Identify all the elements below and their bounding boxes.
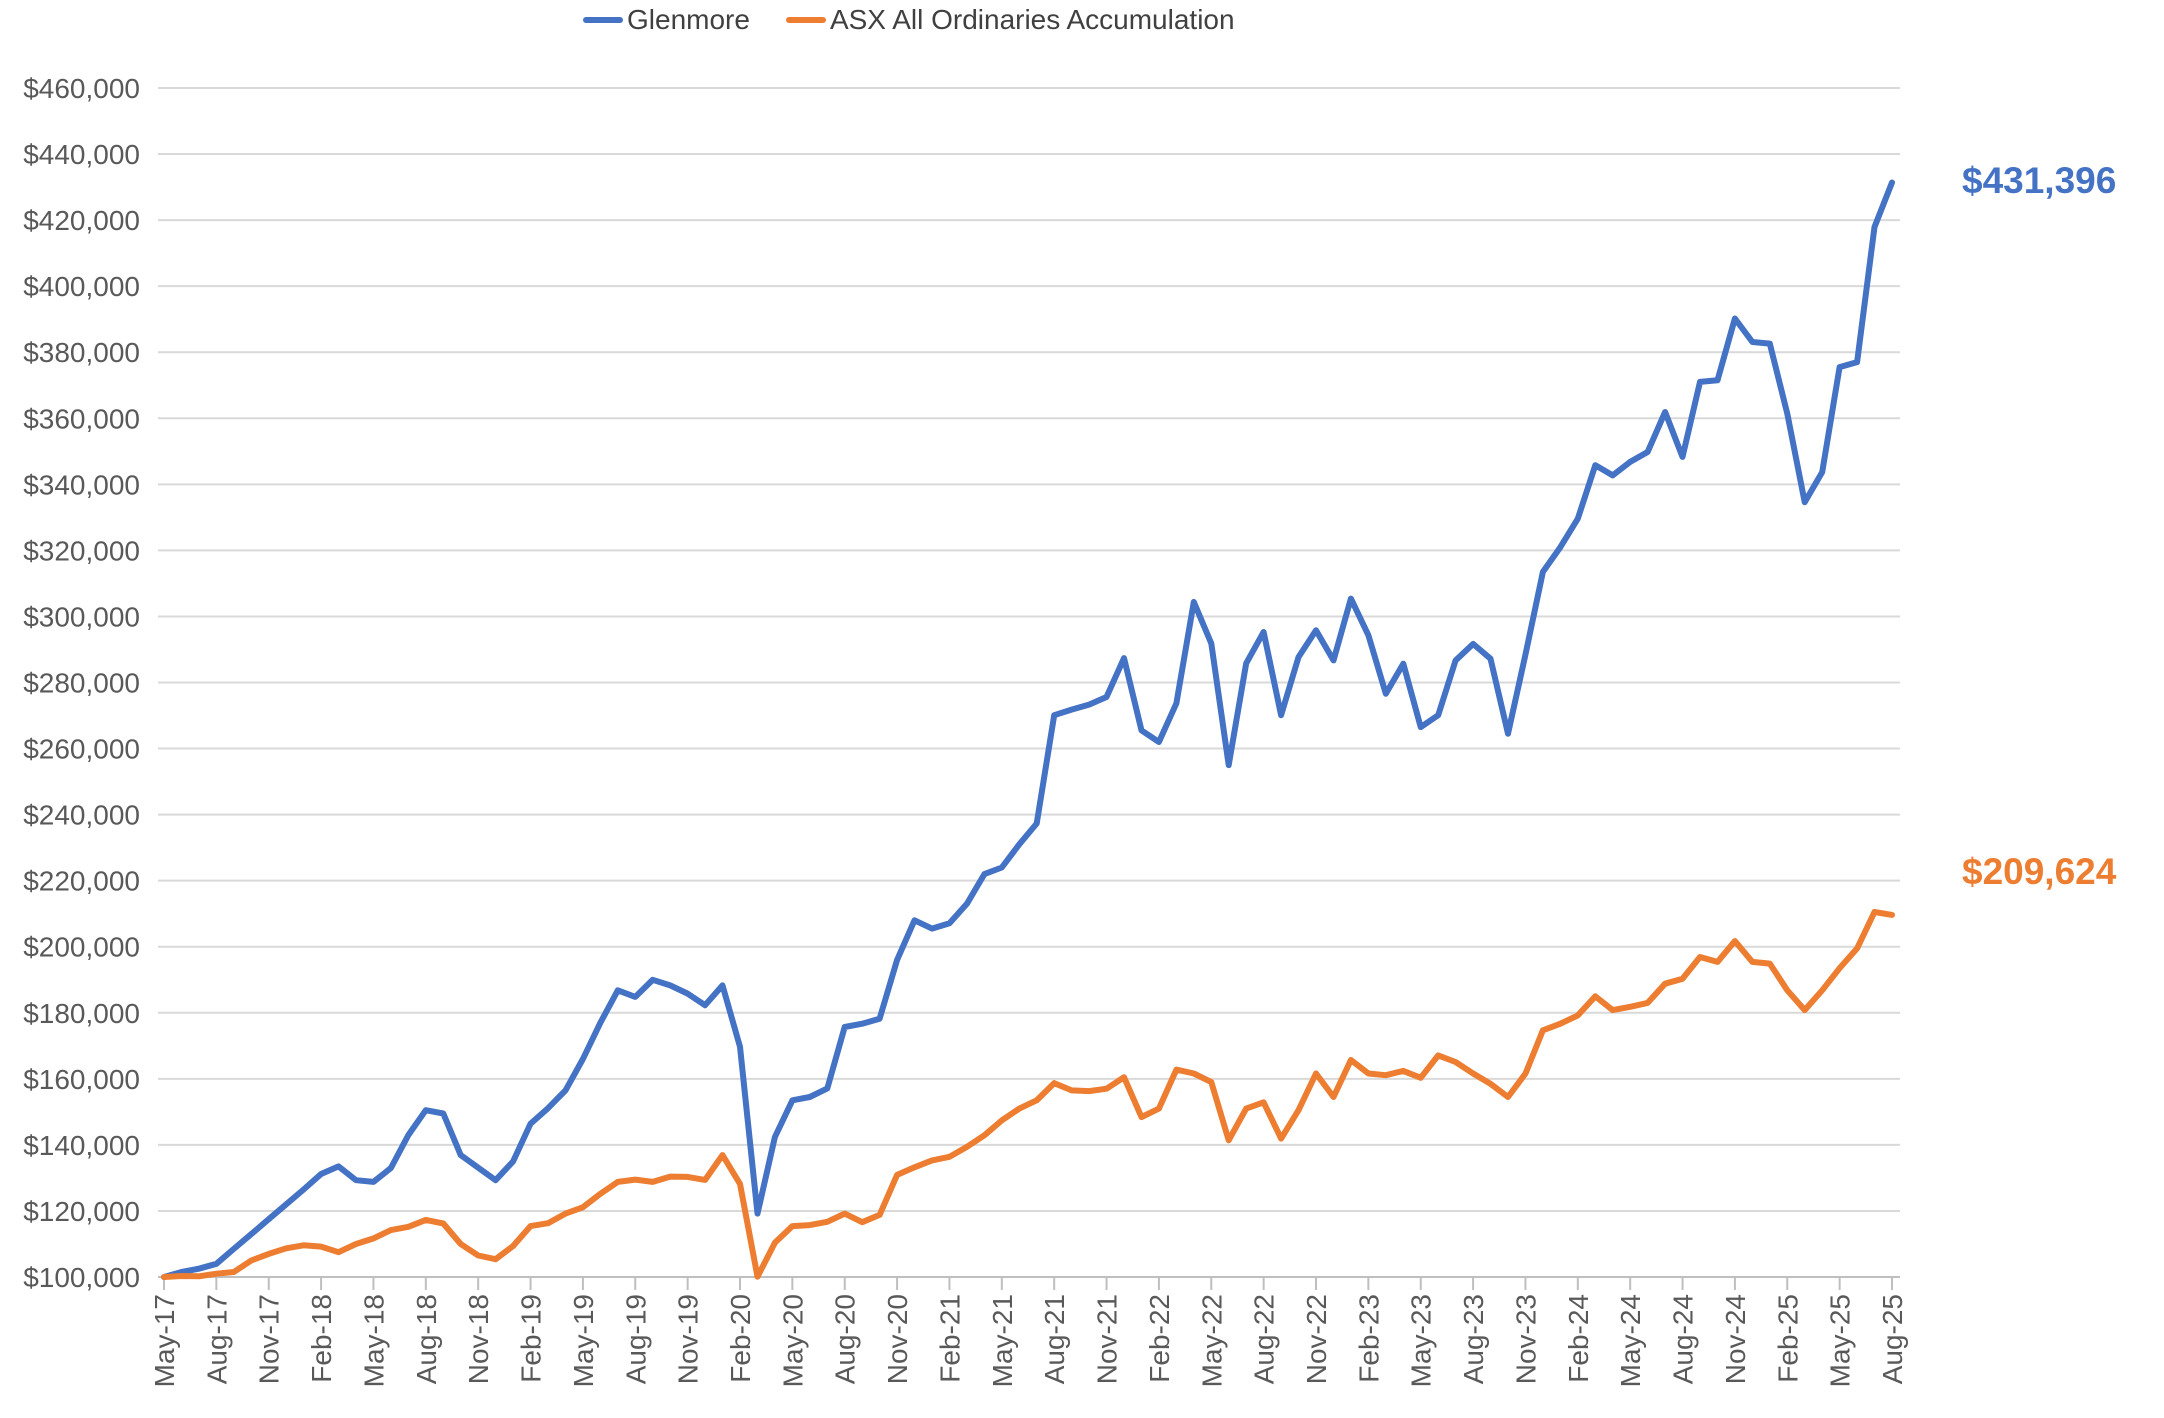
svg-text:Aug-21: Aug-21 bbox=[1039, 1294, 1070, 1384]
svg-text:$320,000: $320,000 bbox=[23, 535, 140, 566]
svg-text:Nov-18: Nov-18 bbox=[463, 1294, 494, 1384]
svg-text:May-19: May-19 bbox=[568, 1294, 599, 1387]
svg-text:Feb-21: Feb-21 bbox=[934, 1294, 965, 1383]
svg-text:May-17: May-17 bbox=[149, 1294, 180, 1387]
svg-text:May-18: May-18 bbox=[358, 1294, 389, 1387]
svg-text:$240,000: $240,000 bbox=[23, 800, 140, 831]
svg-text:Nov-19: Nov-19 bbox=[673, 1294, 704, 1384]
svg-text:$180,000: $180,000 bbox=[23, 998, 140, 1029]
svg-text:Aug-25: Aug-25 bbox=[1877, 1294, 1908, 1384]
svg-text:Aug-19: Aug-19 bbox=[620, 1294, 651, 1384]
svg-text:$160,000: $160,000 bbox=[23, 1064, 140, 1095]
svg-text:Aug-18: Aug-18 bbox=[411, 1294, 442, 1384]
svg-text:Feb-22: Feb-22 bbox=[1144, 1294, 1175, 1383]
svg-text:Aug-23: Aug-23 bbox=[1458, 1294, 1489, 1384]
svg-text:Aug-20: Aug-20 bbox=[830, 1294, 861, 1384]
svg-text:May-24: May-24 bbox=[1615, 1294, 1646, 1387]
svg-text:May-20: May-20 bbox=[777, 1294, 808, 1387]
svg-text:Feb-20: Feb-20 bbox=[725, 1294, 756, 1383]
svg-text:Feb-25: Feb-25 bbox=[1772, 1294, 1803, 1383]
svg-text:$360,000: $360,000 bbox=[23, 403, 140, 434]
svg-text:Feb-18: Feb-18 bbox=[306, 1294, 337, 1383]
svg-text:Nov-21: Nov-21 bbox=[1092, 1294, 1123, 1384]
svg-text:$420,000: $420,000 bbox=[23, 205, 140, 236]
svg-text:Nov-22: Nov-22 bbox=[1301, 1294, 1332, 1384]
svg-text:$220,000: $220,000 bbox=[23, 866, 140, 897]
svg-text:Feb-23: Feb-23 bbox=[1353, 1294, 1384, 1383]
svg-text:$120,000: $120,000 bbox=[23, 1196, 140, 1227]
legend-item-asx: ASX All Ordinaries Accumulation bbox=[785, 4, 1235, 35]
svg-text:Aug-17: Aug-17 bbox=[201, 1294, 232, 1384]
svg-text:$200,000: $200,000 bbox=[23, 932, 140, 963]
legend-label-asx: ASX All Ordinaries Accumulation bbox=[829, 4, 1235, 35]
svg-text:Aug-22: Aug-22 bbox=[1249, 1294, 1280, 1384]
end-value-glenmore: $431,396 bbox=[1962, 160, 2117, 202]
svg-text:May-21: May-21 bbox=[987, 1294, 1018, 1387]
svg-text:May-22: May-22 bbox=[1196, 1294, 1227, 1387]
svg-text:Feb-19: Feb-19 bbox=[516, 1294, 547, 1383]
svg-text:$100,000: $100,000 bbox=[23, 1262, 140, 1293]
svg-text:Feb-24: Feb-24 bbox=[1563, 1294, 1594, 1383]
svg-text:$280,000: $280,000 bbox=[23, 668, 140, 699]
svg-text:$340,000: $340,000 bbox=[23, 469, 140, 500]
svg-text:Aug-24: Aug-24 bbox=[1668, 1294, 1699, 1384]
svg-text:$400,000: $400,000 bbox=[23, 271, 140, 302]
legend: Glenmore ASX All Ordinaries Accumulation bbox=[583, 6, 1235, 34]
asx-line-swatch bbox=[785, 17, 826, 23]
svg-text:$140,000: $140,000 bbox=[23, 1130, 140, 1161]
svg-text:Nov-23: Nov-23 bbox=[1510, 1294, 1541, 1384]
end-value-asx: $209,624 bbox=[1962, 850, 2117, 892]
svg-text:Nov-20: Nov-20 bbox=[882, 1294, 913, 1384]
svg-text:$460,000: $460,000 bbox=[23, 73, 140, 104]
svg-text:Nov-24: Nov-24 bbox=[1720, 1294, 1751, 1384]
svg-text:$380,000: $380,000 bbox=[23, 337, 140, 368]
legend-item-glenmore: Glenmore bbox=[583, 6, 750, 34]
svg-text:May-23: May-23 bbox=[1406, 1294, 1437, 1387]
glenmore-line-swatch bbox=[583, 17, 623, 23]
legend-label-glenmore: Glenmore bbox=[627, 4, 750, 35]
svg-text:Nov-17: Nov-17 bbox=[254, 1294, 285, 1384]
svg-text:$440,000: $440,000 bbox=[23, 139, 140, 170]
svg-text:May-25: May-25 bbox=[1825, 1294, 1856, 1387]
svg-text:$300,000: $300,000 bbox=[23, 601, 140, 632]
svg-text:$260,000: $260,000 bbox=[23, 734, 140, 765]
